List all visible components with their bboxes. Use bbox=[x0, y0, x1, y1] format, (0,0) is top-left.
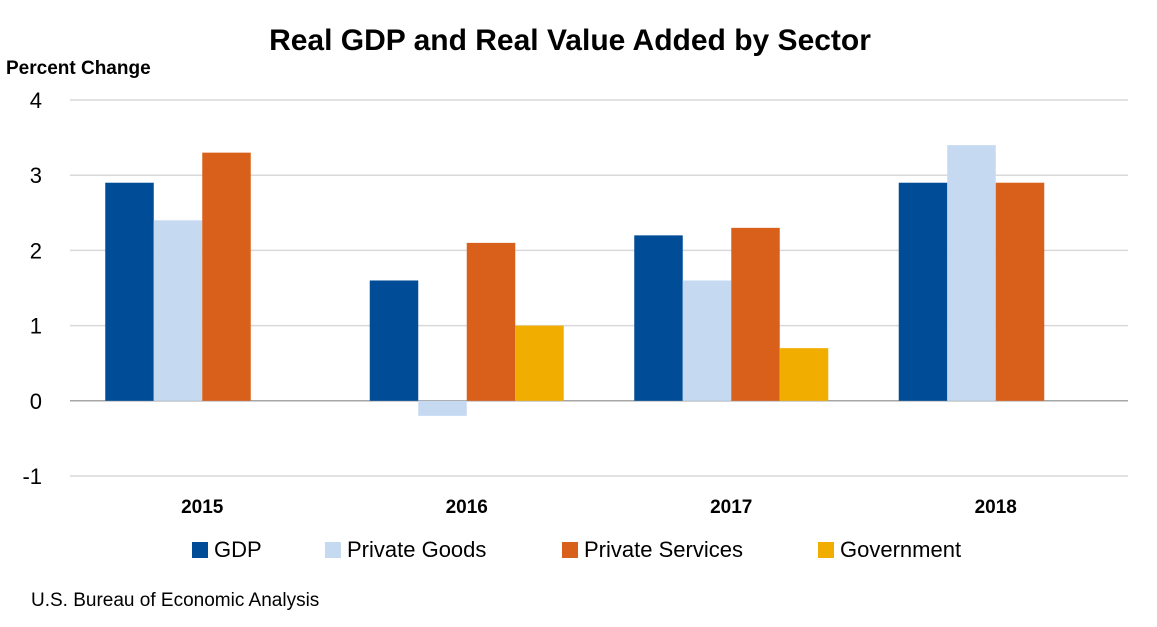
bar-private-goods-2016 bbox=[418, 400, 467, 416]
legend-swatch bbox=[818, 542, 834, 558]
y-tick-label: -1 bbox=[22, 464, 42, 489]
y-tick-label: 0 bbox=[30, 389, 42, 414]
bar-government-2016 bbox=[515, 325, 564, 401]
bars bbox=[105, 145, 1045, 416]
x-tick-label: 2016 bbox=[446, 497, 488, 518]
chart-title: Real GDP and Real Value Added by Sector bbox=[269, 24, 871, 57]
x-axis-ticks: 2015 2016 2017 2018 bbox=[181, 497, 1017, 518]
x-tick-label: 2017 bbox=[710, 497, 752, 518]
legend-swatch bbox=[192, 542, 208, 558]
legend-label: Private Goods bbox=[347, 537, 486, 562]
y-tick-label: 1 bbox=[30, 314, 42, 339]
bar-private-services-2017 bbox=[731, 227, 780, 401]
bar-private-services-2016 bbox=[466, 242, 516, 401]
y-axis-ticks: 4 3 2 1 0 -1 bbox=[22, 88, 42, 489]
legend-label: Private Services bbox=[584, 537, 743, 562]
bar-private-goods-2017 bbox=[682, 280, 732, 401]
bar-private-services-2015 bbox=[202, 152, 251, 401]
x-tick-label: 2015 bbox=[181, 497, 224, 518]
y-tick-label: 2 bbox=[30, 238, 42, 263]
bar-private-goods-2018 bbox=[947, 145, 996, 401]
legend: GDP Private Goods Private Services Governme… bbox=[192, 537, 961, 562]
bar-gdp-2018 bbox=[898, 182, 948, 401]
legend-label: Government bbox=[840, 537, 961, 562]
legend-swatch bbox=[562, 542, 578, 558]
bar-government-2017 bbox=[779, 348, 829, 401]
legend-label: GDP bbox=[214, 537, 262, 562]
x-tick-label: 2018 bbox=[975, 497, 1017, 518]
y-axis-label: Percent Change bbox=[6, 58, 151, 79]
bar-gdp-2016 bbox=[369, 280, 419, 401]
bar-gdp-2015 bbox=[105, 182, 154, 401]
y-tick-label: 4 bbox=[30, 88, 42, 113]
bar-private-goods-2015 bbox=[153, 220, 203, 401]
legend-swatch bbox=[325, 542, 341, 558]
bar-private-services-2018 bbox=[995, 182, 1045, 401]
source-note: U.S. Bureau of Economic Analysis bbox=[31, 590, 319, 611]
y-tick-label: 3 bbox=[30, 163, 42, 188]
bar-gdp-2017 bbox=[634, 235, 683, 401]
